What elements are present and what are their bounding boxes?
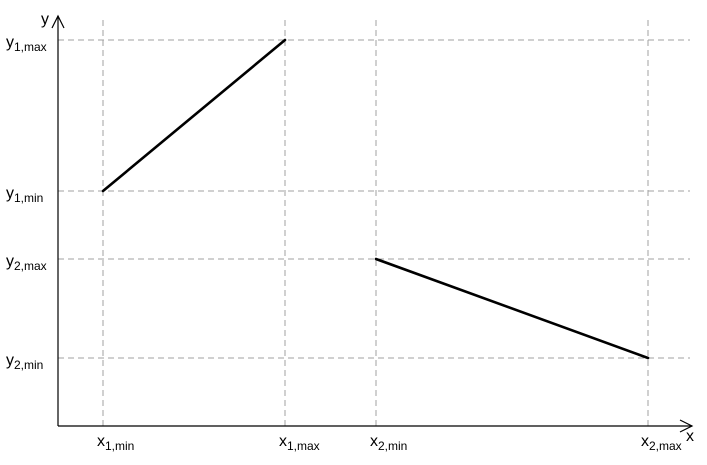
y-axis-label: y [41, 11, 49, 28]
segment-2 [374, 257, 650, 360]
x-tick-label-x1min: x1,min [97, 433, 134, 453]
x-tick-label-x2min: x2,min [370, 433, 407, 453]
segment-1 [101, 38, 287, 193]
x-tick-label-x1max: x1,max [279, 433, 320, 453]
x-tick-label-x2max: x2,max [641, 433, 682, 453]
y-tick-label-y2max: y2,max [6, 253, 47, 273]
y-axis-arrow-icon [51, 14, 65, 29]
x-axis-label: x [686, 428, 694, 445]
y-tick-label-y1max: y1,max [6, 34, 47, 54]
x-axis-arrow-icon [679, 419, 694, 433]
y-tick-label-y1min: y1,min [6, 185, 43, 205]
y-tick-label-y2min: y2,min [6, 352, 43, 372]
